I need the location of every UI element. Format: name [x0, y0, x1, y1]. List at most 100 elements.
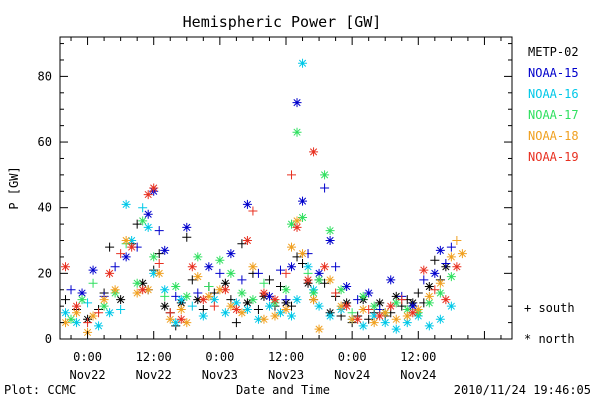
south-point — [165, 308, 175, 318]
x-tick-time: 0:00 — [338, 350, 367, 364]
north-point — [105, 308, 115, 318]
north-point — [121, 199, 131, 209]
north-point — [408, 308, 418, 318]
north-point — [176, 295, 186, 305]
north-point — [281, 304, 291, 314]
south-point — [253, 268, 263, 278]
south-point — [430, 255, 440, 265]
north-point — [391, 324, 401, 334]
north-point — [402, 304, 412, 314]
north-point — [347, 314, 357, 324]
north-point — [386, 301, 396, 311]
north-point — [259, 314, 269, 324]
north-point — [419, 265, 429, 275]
legend-entry-metp-02: METP-02 — [528, 45, 579, 59]
north-point — [287, 311, 297, 321]
north-point — [408, 301, 418, 311]
north-point — [99, 301, 109, 311]
north-point — [303, 262, 313, 272]
south-point — [364, 304, 374, 314]
y-tick-label: 80 — [38, 69, 52, 83]
south-point — [154, 249, 164, 259]
south-point — [61, 295, 71, 305]
south-point — [187, 301, 197, 311]
north-point — [292, 216, 302, 226]
north-point — [77, 295, 87, 305]
north-point — [149, 268, 159, 278]
north-point — [116, 295, 126, 305]
north-point — [430, 268, 440, 278]
series-noaa-18 — [61, 216, 467, 337]
south-point — [441, 259, 451, 268]
north-point — [209, 295, 219, 305]
south-point — [116, 304, 126, 314]
south-point — [105, 242, 115, 252]
legend-entry-noaa-18: NOAA-18 — [528, 129, 579, 143]
chart-title: Hemispheric Power [GW] — [183, 13, 382, 31]
south-point — [154, 226, 164, 236]
north-point — [171, 281, 181, 291]
north-point — [138, 216, 148, 226]
north-point — [242, 236, 252, 246]
north-point — [72, 301, 82, 311]
south-point — [204, 281, 214, 291]
south-point — [287, 301, 297, 311]
y-tick-label: 0 — [45, 332, 52, 346]
north-point — [435, 278, 445, 288]
south-point — [66, 285, 76, 295]
series-metp-02 — [61, 219, 451, 331]
north-point — [435, 314, 445, 324]
south-point — [430, 285, 440, 295]
y-tick-label: 40 — [38, 201, 52, 215]
north-point — [441, 295, 451, 305]
south-point — [187, 275, 197, 285]
north-point — [248, 262, 258, 272]
north-point — [386, 275, 396, 285]
north-point — [264, 301, 274, 311]
north-point — [325, 226, 335, 236]
north-point — [88, 311, 98, 321]
north-point — [105, 268, 115, 278]
north-point — [457, 249, 467, 259]
north-point — [424, 298, 434, 308]
north-point — [375, 311, 385, 321]
legend-entry-noaa-17: NOAA-17 — [528, 108, 579, 122]
north-point — [325, 311, 335, 321]
north-point — [193, 272, 203, 282]
north-point — [369, 301, 379, 311]
north-point — [446, 301, 456, 311]
north-point — [424, 281, 434, 291]
south-point — [83, 298, 93, 308]
north-point — [380, 318, 390, 328]
north-point — [253, 314, 263, 324]
south-point — [320, 278, 330, 288]
x-tick-date: Nov22 — [69, 368, 105, 382]
north-point — [220, 278, 230, 288]
y-axis-label: P [GW] — [7, 166, 21, 209]
south-point — [171, 291, 181, 301]
north-point — [292, 98, 302, 108]
north-point — [77, 288, 87, 298]
north-point — [154, 268, 164, 278]
legend-entry-noaa-16: NOAA-16 — [528, 87, 579, 101]
south-point — [320, 183, 330, 193]
north-point — [193, 295, 203, 305]
north-point — [143, 285, 153, 295]
south-point — [331, 288, 341, 298]
legend-entry-noaa-15: NOAA-15 — [528, 66, 579, 80]
north-point — [424, 321, 434, 331]
south-point — [364, 314, 374, 324]
north-point — [292, 295, 302, 305]
x-tick-time: 12:00 — [400, 350, 436, 364]
north-point — [110, 285, 120, 295]
north-point — [325, 275, 335, 285]
south-point — [275, 265, 285, 275]
x-tick-date: Nov23 — [202, 368, 238, 382]
south-point — [88, 278, 98, 288]
x-tick-date: Nov22 — [136, 368, 172, 382]
south-point — [281, 295, 291, 305]
north-point — [231, 298, 241, 308]
north-point — [226, 301, 236, 311]
y-axis: 0 20 40 60 80 — [38, 43, 512, 346]
